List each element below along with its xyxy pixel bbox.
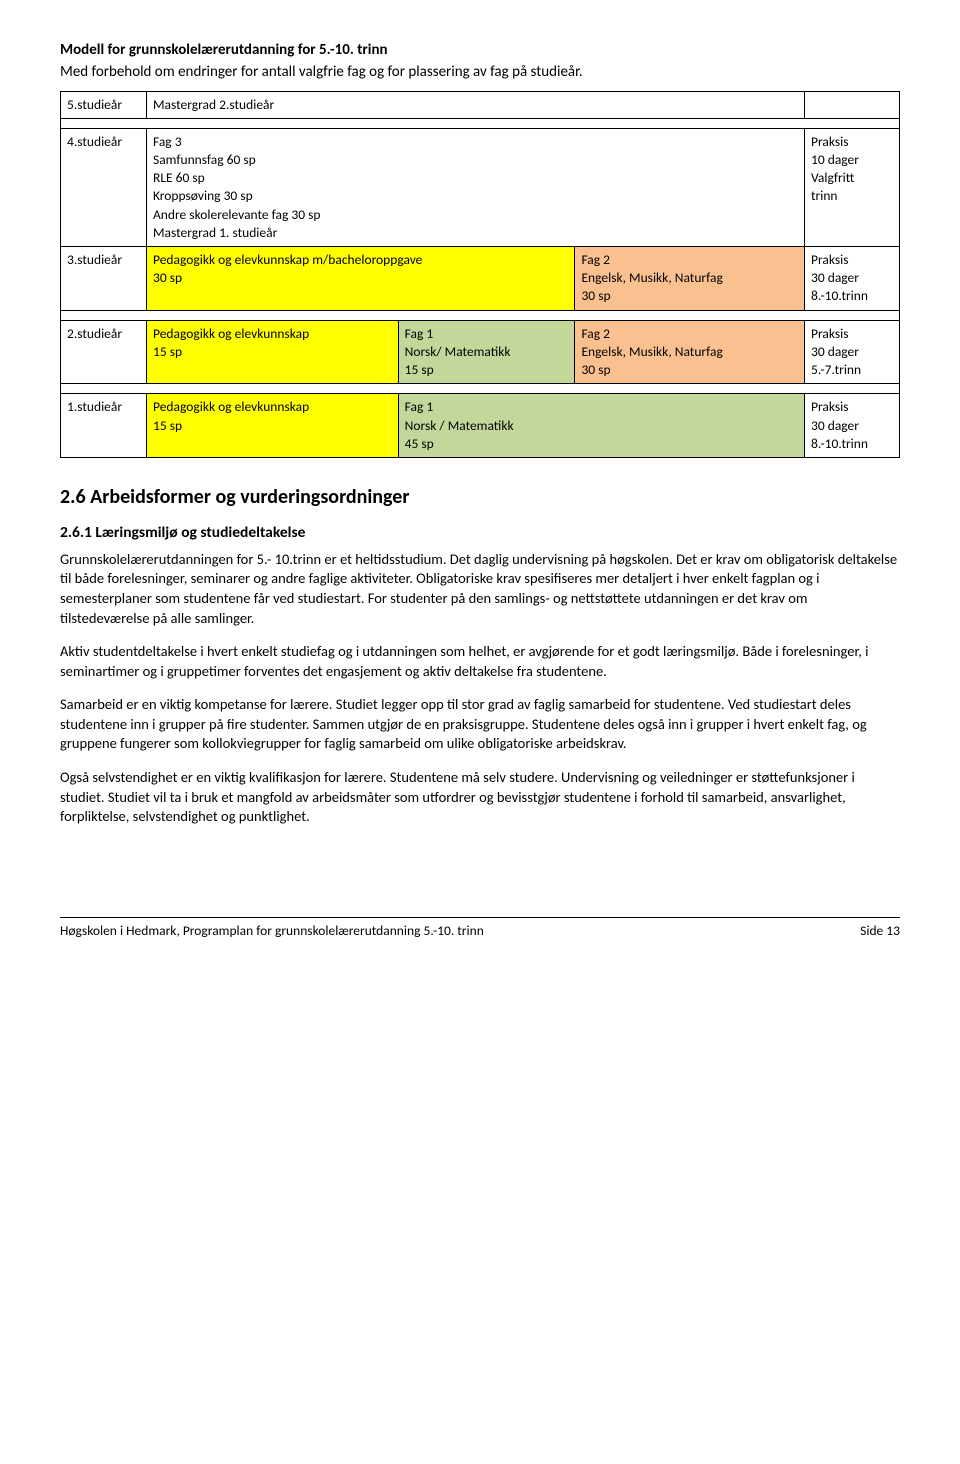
table-row: 4.studieår Fag 3Samfunnsfag 60 spRLE 60 … (61, 128, 900, 246)
cell-praksis: Praksis30 dager5.-7.trinn (805, 320, 900, 384)
section-heading: 2.6 Arbeidsformer og vurderingsordninger (60, 484, 900, 511)
table-row: 5.studieår Mastergrad 2.studieår (61, 91, 900, 118)
row-label: 1.studieår (61, 394, 147, 458)
cell-content: Fag 3Samfunnsfag 60 spRLE 60 spKroppsøvi… (147, 128, 805, 246)
cell-praksis: Praksis10 dagerValgfritttrinn (805, 128, 900, 246)
study-plan-table: 5.studieår Mastergrad 2.studieår 4.studi… (60, 91, 900, 459)
row-label: 5.studieår (61, 91, 147, 118)
page-footer: Høgskolen i Hedmark, Programplan for gru… (60, 917, 900, 940)
cell-empty (805, 91, 900, 118)
footer-left: Høgskolen i Hedmark, Programplan for gru… (60, 922, 484, 940)
cell-fag2: Fag 2Engelsk, Musikk, Naturfag30 sp (575, 247, 805, 311)
table-row: 3.studieår Pedagogikk og elevkunnskap m/… (61, 247, 900, 311)
row-label: 2.studieår (61, 320, 147, 384)
paragraph: Grunnskolelærerutdanningen for 5.- 10.tr… (60, 550, 900, 628)
cell-fag2: Fag 2Engelsk, Musikk, Naturfag30 sp (575, 320, 805, 384)
footer-right: Side 13 (860, 922, 900, 940)
cell-praksis: Praksis30 dager8.-10.trinn (805, 247, 900, 311)
cell-ped: Pedagogikk og elevkunnskap15 sp (147, 320, 399, 384)
cell-praksis: Praksis30 dager8.-10.trinn (805, 394, 900, 458)
doc-title: Modell for grunnskolelærerutdanning for … (60, 40, 900, 60)
table-row: 1.studieår Pedagogikk og elevkunnskap15 … (61, 394, 900, 458)
table-row: 2.studieår Pedagogikk og elevkunnskap15 … (61, 320, 900, 384)
paragraph: Aktiv studentdeltakelse i hvert enkelt s… (60, 642, 900, 681)
paragraph: Også selvstendighet er en viktig kvalifi… (60, 768, 900, 827)
cell-content: Mastergrad 2.studieår (147, 91, 805, 118)
row-label: 3.studieår (61, 247, 147, 311)
cell-ped: Pedagogikk og elevkunnskap15 sp (147, 394, 399, 458)
cell-fag1: Fag 1Norsk/ Matematikk15 sp (398, 320, 575, 384)
row-label: 4.studieår (61, 128, 147, 246)
cell-ped: Pedagogikk og elevkunnskap m/bacheloropp… (147, 247, 575, 311)
paragraph: Samarbeid er en viktig kompetanse for læ… (60, 695, 900, 754)
cell-fag1: Fag 1Norsk / Matematikk45 sp (398, 394, 804, 458)
subsection-heading: 2.6.1 Læringsmiljø og studiedeltakelse (60, 523, 900, 544)
doc-subtitle: Med forbehold om endringer for antall va… (60, 62, 900, 82)
